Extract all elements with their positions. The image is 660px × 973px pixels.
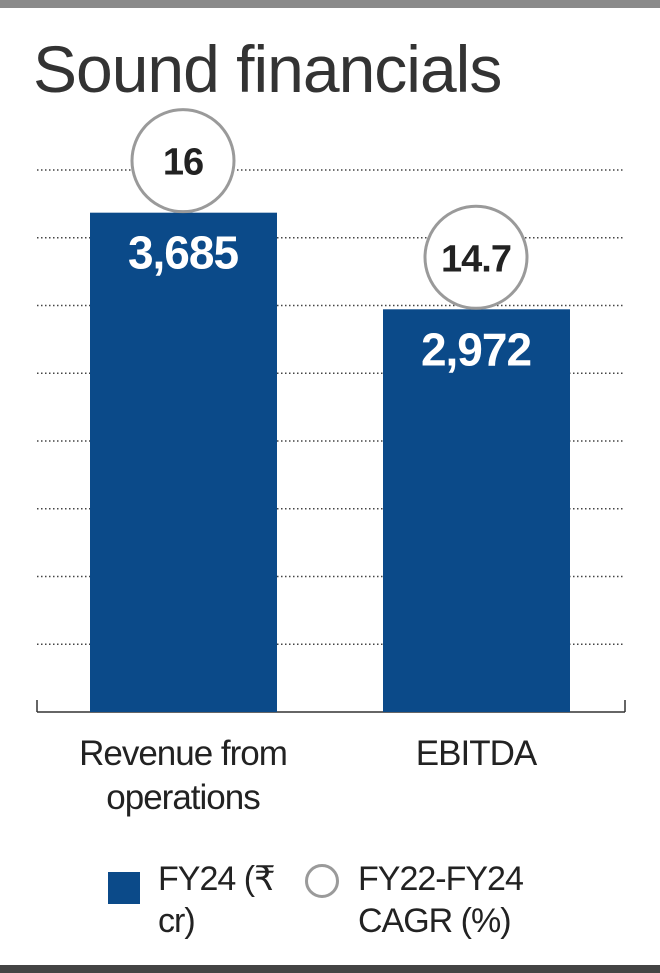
bottom-rule [0, 965, 660, 973]
cagr-marker [130, 108, 236, 214]
legend-swatch [108, 872, 140, 904]
legend-label: FY24 (₹ cr) [158, 860, 276, 940]
cagr-label: 16 [163, 142, 203, 184]
bar [383, 309, 570, 712]
bar [90, 212, 277, 712]
top-rule [0, 0, 660, 8]
data-label: 3,685 [128, 227, 239, 279]
cagr-label: 14.7 [441, 238, 511, 280]
chart-title: Sound financials [33, 32, 501, 106]
cagr-marker [423, 204, 529, 310]
x-tick-label: Revenue from operations [79, 734, 288, 817]
x-tick-label: EBITDA [415, 734, 537, 773]
legend-swatch [305, 864, 339, 898]
data-label: 2,972 [421, 323, 531, 375]
legend-label: FY22-FY24 CAGR (%) [358, 860, 524, 940]
